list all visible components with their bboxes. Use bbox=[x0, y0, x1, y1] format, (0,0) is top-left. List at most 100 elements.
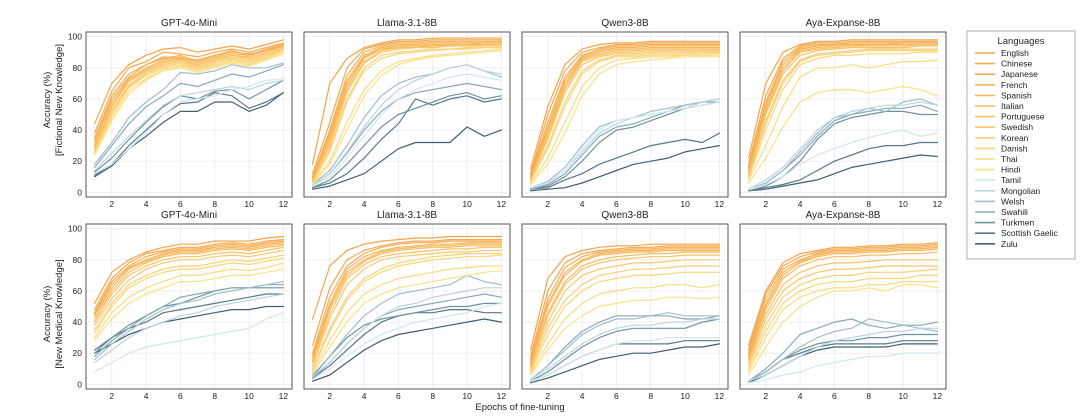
series-line-hindi bbox=[747, 284, 939, 376]
x-tick-label: 4 bbox=[144, 391, 149, 401]
series-line-hindi bbox=[93, 268, 284, 342]
series-line-french bbox=[93, 43, 284, 140]
x-tick-label: 2 bbox=[763, 391, 768, 401]
series-line-swedish bbox=[747, 265, 939, 365]
series-line-korean bbox=[312, 46, 502, 182]
legend-label-tamil: Tamil bbox=[1001, 175, 1021, 185]
x-tick-label: 12 bbox=[497, 391, 507, 401]
x-tick-label: 6 bbox=[614, 391, 619, 401]
x-tick-label: 12 bbox=[715, 391, 725, 401]
x-tick-label: 4 bbox=[362, 391, 367, 401]
series-line-welsh bbox=[312, 64, 502, 186]
y-tick-label: 0 bbox=[77, 187, 82, 197]
legend-label-scottish-gaelic: Scottish Gaelic bbox=[1001, 228, 1058, 238]
series-line-french bbox=[93, 242, 284, 315]
series-line-japanese bbox=[312, 240, 502, 354]
ylabel-row2-line1: Accuracy (%) bbox=[42, 286, 53, 342]
panel-title: Llama-3.1-8B bbox=[377, 18, 437, 29]
series-line-spanish bbox=[747, 248, 939, 359]
series-line-spanish bbox=[529, 249, 721, 365]
panel-8: Aya-Expanse-8B 2 4 6 8 10 12 bbox=[739, 210, 947, 401]
series-line-swedish bbox=[529, 259, 721, 370]
series-line-italian bbox=[312, 245, 502, 362]
panel-title: GPT-4o-Mini bbox=[161, 18, 217, 29]
series-line-portuguese bbox=[747, 45, 939, 175]
x-tick-label: 8 bbox=[648, 391, 653, 401]
x-tick-label: 2 bbox=[545, 391, 550, 401]
series-line-portuguese bbox=[93, 246, 284, 323]
legend-label-welsh: Welsh bbox=[1001, 196, 1025, 206]
plot-frame bbox=[85, 223, 293, 390]
series-line-english bbox=[747, 242, 939, 346]
series-line-thai bbox=[312, 265, 502, 373]
series-line-portuguese bbox=[529, 254, 721, 368]
x-tick-label: 8 bbox=[866, 199, 871, 209]
x-tick-label: 6 bbox=[396, 199, 401, 209]
legend-label-korean: Korean bbox=[1001, 133, 1029, 143]
series-line-swedish bbox=[747, 48, 939, 176]
series-line-turkmen bbox=[93, 287, 284, 354]
y-tick-label: 40 bbox=[73, 125, 83, 135]
series-line-danish bbox=[93, 50, 284, 153]
legend-label-turkmen: Turkmen bbox=[1001, 218, 1034, 228]
series-line-tamil bbox=[529, 101, 721, 189]
legend-items: EnglishChineseJapaneseFrenchSpanishItali… bbox=[975, 48, 1058, 249]
x-tick-label: 10 bbox=[898, 391, 908, 401]
y-tick-label: 80 bbox=[73, 63, 83, 73]
legend-label-chinese: Chinese bbox=[1001, 59, 1032, 69]
legend-label-zulu: Zulu bbox=[1001, 239, 1018, 249]
legend-label-mongolian: Mongolian bbox=[1001, 186, 1040, 196]
series-line-french bbox=[747, 246, 939, 357]
series-line-swahili bbox=[747, 104, 939, 190]
x-tick-label: 2 bbox=[109, 199, 114, 209]
series-line-spanish bbox=[312, 243, 502, 360]
x-tick-label: 4 bbox=[362, 199, 367, 209]
series-line-swedish bbox=[312, 249, 502, 367]
series-line-english bbox=[529, 40, 721, 170]
series-line-danish bbox=[529, 271, 721, 373]
x-tick-label: 12 bbox=[933, 391, 943, 401]
series-line-zulu bbox=[747, 154, 939, 192]
series-line-welsh bbox=[529, 312, 721, 381]
series-line-swedish bbox=[93, 48, 284, 150]
legend-label-english: English bbox=[1001, 48, 1029, 58]
series-line-swedish bbox=[529, 51, 721, 181]
series-line-hindi bbox=[747, 85, 939, 184]
x-tick-label: 12 bbox=[715, 199, 725, 209]
x-tick-label: 2 bbox=[763, 199, 768, 209]
series-line-danish bbox=[747, 51, 939, 179]
series-line-swahili bbox=[312, 82, 502, 187]
legend-label-danish: Danish bbox=[1001, 143, 1028, 153]
series-line-thai bbox=[312, 48, 502, 184]
legend-label-swahili: Swahili bbox=[1001, 207, 1028, 217]
plot-frame bbox=[521, 31, 729, 198]
panel-title: Aya-Expanse-8B bbox=[806, 18, 881, 29]
series-line-scottish-gaelic bbox=[93, 92, 284, 176]
x-tick-label: 6 bbox=[832, 199, 837, 209]
series-line-tamil bbox=[747, 129, 939, 190]
y-tick-label: 60 bbox=[73, 94, 83, 104]
series-line-japanese bbox=[529, 246, 721, 360]
series-line-french bbox=[529, 45, 721, 178]
series-line-english bbox=[93, 235, 284, 304]
x-tick-label: 6 bbox=[832, 391, 837, 401]
series-line-chinese bbox=[312, 239, 502, 346]
x-tick-label: 12 bbox=[279, 199, 289, 209]
series-line-zulu bbox=[312, 318, 502, 382]
series-line-thai bbox=[747, 281, 939, 373]
series-line-thai bbox=[93, 51, 284, 154]
legend-label-french: French bbox=[1001, 80, 1028, 90]
row-labels: Accuracy (%) [Fictional New Knowledge] A… bbox=[42, 44, 65, 369]
x-tick-label: 2 bbox=[327, 391, 332, 401]
series-line-welsh bbox=[312, 274, 502, 376]
series-line-turkmen bbox=[312, 92, 502, 189]
series-line-french bbox=[312, 242, 502, 357]
series-line-thai bbox=[747, 59, 939, 181]
series-line-danish bbox=[312, 46, 502, 184]
x-tick-label: 6 bbox=[178, 199, 183, 209]
series-line-italian bbox=[747, 43, 939, 173]
series-line-hindi bbox=[312, 50, 502, 186]
panel-title: Aya-Expanse-8B bbox=[806, 210, 881, 221]
x-tick-label: 10 bbox=[680, 391, 690, 401]
